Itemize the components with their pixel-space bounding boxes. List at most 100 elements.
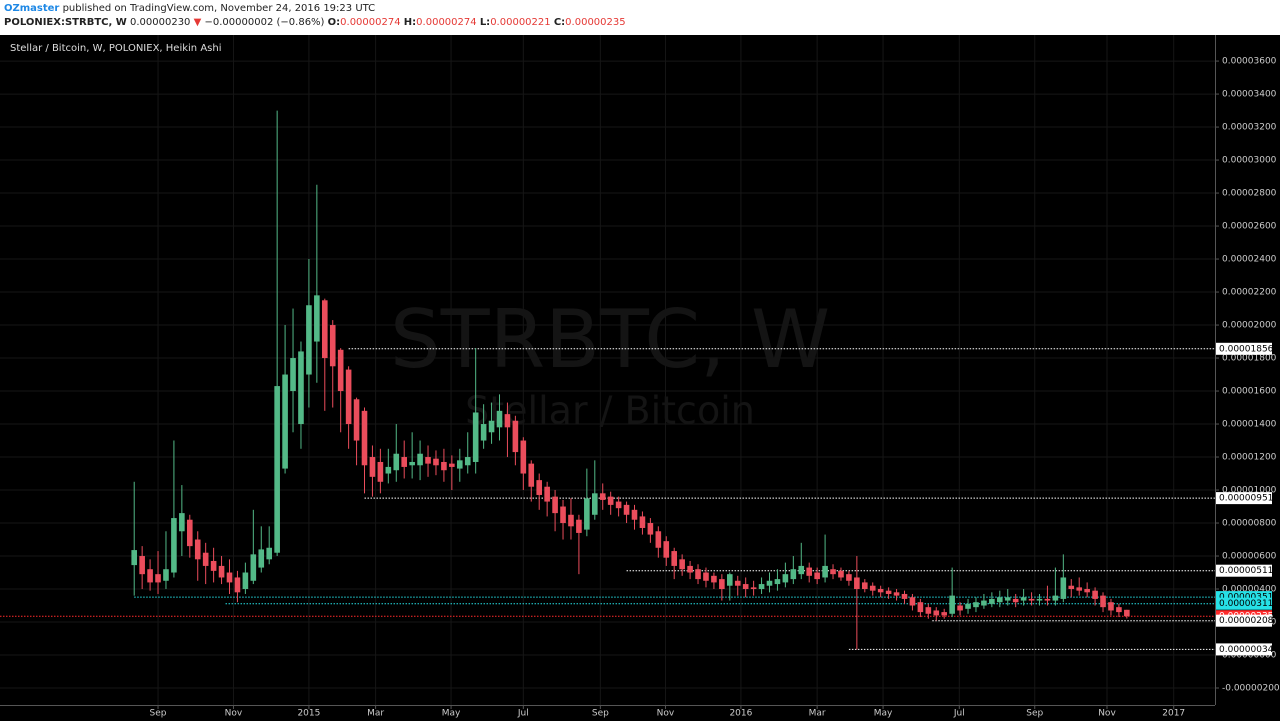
price-label-box xyxy=(1216,597,1272,610)
l-value: 0.00000221 xyxy=(490,17,551,28)
grid xyxy=(0,35,1215,705)
candle-body xyxy=(456,460,463,469)
x-tick-label: Jul xyxy=(953,709,965,719)
candle-body xyxy=(179,513,185,532)
candle-body xyxy=(131,550,138,566)
x-tick-label: Nov xyxy=(657,709,675,719)
y-tick-label: 0.00000800 xyxy=(1222,519,1277,529)
candle-body xyxy=(449,463,455,467)
y-tick-label: 0.00003600 xyxy=(1222,57,1277,67)
price-label: 0.00000351 xyxy=(1219,593,1273,603)
candle-body xyxy=(917,602,924,613)
candle-body xyxy=(472,412,479,462)
candle-body xyxy=(877,589,884,593)
candle-body xyxy=(544,486,550,502)
candle-body xyxy=(901,593,908,599)
candle-body xyxy=(607,496,614,505)
candle-body xyxy=(814,572,820,580)
y-tick-label: -0.00000200 xyxy=(1222,684,1280,694)
candle-body xyxy=(218,565,225,578)
y-tick-label: 0.00002400 xyxy=(1222,255,1277,265)
price-label: 0.00001856 xyxy=(1219,344,1274,354)
candle-body xyxy=(830,569,836,575)
l-label: L: xyxy=(479,17,491,28)
candle-body xyxy=(512,420,519,453)
candle-body xyxy=(965,603,971,609)
x-tick-label: May xyxy=(442,709,461,719)
candle-body xyxy=(425,457,431,464)
candle-body xyxy=(1076,587,1083,591)
candle-body xyxy=(1020,597,1027,601)
candle-body xyxy=(631,509,638,520)
candle-body xyxy=(480,424,487,441)
y-tick-label: 0.00001400 xyxy=(1222,420,1277,430)
candle-body xyxy=(234,577,241,593)
candle-body xyxy=(393,453,400,471)
candle-body xyxy=(893,592,900,596)
candle-body xyxy=(949,595,955,614)
y-tick-label: 0.00000400 xyxy=(1222,585,1277,595)
candle-body xyxy=(854,577,860,590)
symbol: POLONIEX:STRBTC, W xyxy=(4,17,127,28)
candle-body xyxy=(290,358,296,392)
candle-body xyxy=(163,569,169,581)
candle-body xyxy=(369,457,376,477)
candle-body xyxy=(687,565,693,573)
candle-body xyxy=(719,579,725,590)
candle-body xyxy=(591,493,598,515)
candle-body xyxy=(202,552,209,566)
candle-body xyxy=(1068,585,1075,590)
candle-body xyxy=(258,549,265,568)
y-tick-label: 0.00000000 xyxy=(1222,651,1277,661)
candle-body xyxy=(957,605,963,611)
change: −0.00000002 (−0.86%) xyxy=(204,17,325,28)
last-price: 0.00000230 xyxy=(129,17,191,28)
candles xyxy=(131,110,1130,650)
price-label-box xyxy=(1216,614,1272,627)
x-tick-label: May xyxy=(874,709,893,719)
candle-body xyxy=(758,584,765,590)
candle-body xyxy=(576,519,582,533)
candle-body xyxy=(1108,602,1114,611)
author[interactable]: OZmaster xyxy=(4,3,60,14)
chart-title: Stellar / Bitcoin, W, POLONIEX, Heikin A… xyxy=(10,43,221,54)
candle-body xyxy=(703,572,709,581)
price-label-box xyxy=(1216,492,1272,505)
candle-body xyxy=(584,498,590,530)
candle-body xyxy=(679,559,685,570)
candle-body xyxy=(314,295,320,342)
candle-body xyxy=(210,560,217,571)
chart-background xyxy=(0,35,1280,721)
candle-body xyxy=(981,600,987,606)
h-value: 0.00000274 xyxy=(416,17,477,28)
price-label: 0.00000951 xyxy=(1219,494,1273,504)
candle-body xyxy=(1044,598,1051,601)
candle-body xyxy=(306,305,312,375)
h-label: H: xyxy=(403,17,417,28)
o-label: O: xyxy=(327,17,341,28)
y-tick-label: 0.00002800 xyxy=(1222,189,1277,199)
candle-body xyxy=(599,493,606,500)
candle-body xyxy=(615,501,622,509)
candle-body xyxy=(1116,607,1122,613)
candle-body xyxy=(1084,589,1090,593)
candle-body xyxy=(1124,609,1130,617)
candle-body xyxy=(1100,595,1106,608)
candle-body xyxy=(639,516,646,528)
candle-body xyxy=(726,574,733,586)
x-tick-label: 2017 xyxy=(1162,709,1185,719)
y-tick-label: 0.00003200 xyxy=(1222,123,1277,133)
price-label: 0.00000511 xyxy=(1219,566,1273,576)
candle-body xyxy=(1092,590,1098,599)
y-tick-label: 0.00002200 xyxy=(1222,288,1277,298)
y-tick-label: 0.00003000 xyxy=(1222,156,1277,166)
x-tick-label: Mar xyxy=(367,709,384,719)
candle-body xyxy=(568,514,574,527)
candle-body xyxy=(385,466,392,474)
candle-body xyxy=(186,519,193,547)
price-label: 0.00000208 xyxy=(1219,616,1274,626)
candle-body xyxy=(909,597,916,606)
price-label: 0.00000034 xyxy=(1219,645,1274,655)
x-tick-label: 2016 xyxy=(729,709,752,719)
